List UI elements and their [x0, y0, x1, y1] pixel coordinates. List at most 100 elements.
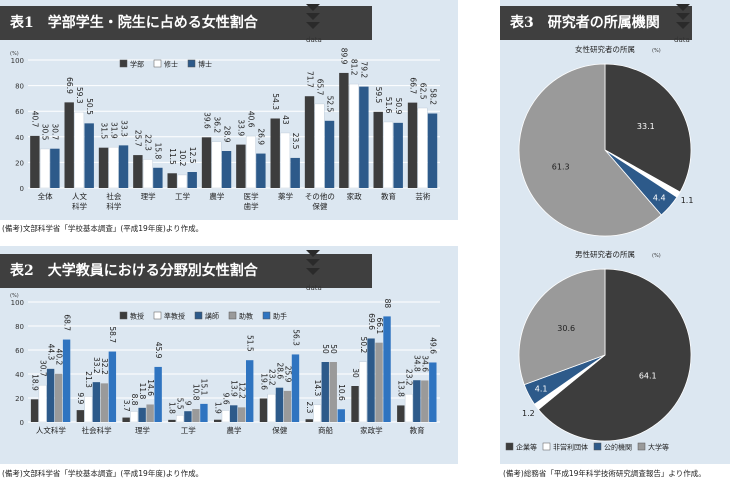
bar: [54, 373, 63, 422]
chart1-note: (備考)文部科学省「学校基本調査」(平成19年度)より作成。: [2, 224, 204, 233]
bar-value-label: 54.3: [271, 93, 280, 110]
bar-value-label: 10.2: [178, 150, 187, 167]
bar: [176, 415, 184, 423]
legend-label: 準教授: [164, 312, 185, 321]
bar: [64, 102, 74, 188]
x-tick-label: 教育: [381, 191, 396, 201]
x-tick-label: 教育: [410, 425, 425, 435]
pie-slice: [518, 63, 662, 237]
x-tick-label: 理学: [141, 191, 156, 201]
legend-swatch: [262, 311, 271, 320]
legend-label: 公的機関: [604, 443, 632, 452]
bar: [407, 102, 418, 188]
bar: [168, 419, 176, 422]
y-tick-label: 0: [20, 419, 24, 427]
chevron-down-icon: [306, 4, 320, 31]
x-tick-label: 家政学: [360, 425, 383, 435]
legend-swatch: [153, 59, 162, 68]
bar-value-label: 21.3: [84, 371, 93, 388]
bar-value-label: 50.9: [394, 98, 403, 115]
pie-value-label: 61.3: [552, 163, 570, 172]
bar: [324, 120, 335, 188]
legend-label: 学部: [130, 60, 144, 69]
x-tick-label: 保健: [312, 201, 327, 211]
bar-value-label: 52.5: [325, 96, 334, 113]
bar-value-label: 31.9: [109, 122, 118, 139]
chart3-note: (備考)総務省「平成19年科学技術研究調査報告」より作成。: [503, 469, 706, 478]
bar-value-label: 65.7: [315, 79, 324, 96]
pie-slice: [518, 268, 606, 386]
bar: [130, 411, 139, 423]
bar-value-label: 56.3: [291, 329, 300, 346]
bar: [383, 121, 394, 189]
bar: [192, 409, 200, 422]
pie-unit: (%): [652, 48, 661, 54]
bar-value-label: 30.5: [41, 124, 50, 141]
bar-value-label: 22.3: [144, 134, 153, 151]
chart2-title: 表2 大学教員における分野別女性割合: [10, 263, 258, 279]
legend-label: 助手: [273, 312, 287, 321]
bar: [259, 398, 268, 422]
bar: [291, 354, 300, 422]
bar: [74, 111, 85, 189]
legend-swatch: [542, 442, 551, 451]
bar: [167, 173, 177, 188]
bar: [397, 405, 405, 422]
bar: [304, 96, 315, 188]
bar-value-label: 36.2: [212, 116, 221, 133]
bar-value-label: 69.6: [367, 313, 376, 330]
bar: [230, 405, 238, 422]
legend-label: 企業等: [516, 443, 537, 452]
x-tick-label: 医学: [244, 191, 259, 201]
bar: [108, 146, 119, 189]
bar: [200, 403, 208, 422]
bar-value-label: 5.5: [176, 398, 185, 410]
bar: [417, 107, 428, 189]
bar-value-label: 15.1: [200, 379, 209, 396]
bar: [373, 111, 383, 188]
bar-value-label: 13.8: [397, 380, 406, 397]
bar-value-label: 9.9: [76, 392, 85, 404]
bar-value-label: 58.7: [108, 326, 117, 343]
x-tick-label: 農学: [209, 191, 224, 201]
bar: [393, 122, 403, 188]
bar-value-label: 51.5: [246, 335, 255, 352]
bar: [84, 396, 93, 423]
bar-value-label: 32.2: [100, 358, 109, 375]
x-tick-label: 保健: [272, 425, 287, 435]
bar-value-label: 34.8: [413, 355, 422, 372]
x-tick-label: 薬学: [278, 191, 293, 201]
bar: [329, 362, 337, 422]
x-tick-label: 社会科学: [82, 425, 112, 435]
bar: [100, 383, 109, 422]
y-tick-label: 40: [15, 371, 24, 379]
pie-value-label: 1.1: [681, 196, 694, 205]
x-tick-label: 全体: [38, 191, 53, 201]
chart1-svg: data (%) 0 20 40 60 80 100 学部 修士 博士 40.730.5 30.7 全体 6…: [10, 36, 440, 211]
bar-value-label: 9.6: [222, 393, 231, 405]
bar-value-label: 23.2: [267, 369, 276, 386]
bar-value-label: 15.8: [154, 143, 163, 160]
x-tick-label: 農学: [227, 425, 242, 435]
pie-unit: (%): [652, 253, 661, 259]
bar-value-label: 33.3: [119, 120, 128, 137]
bar: [256, 153, 266, 188]
bar-value-label: 81.2: [350, 59, 359, 76]
x-tick-label: 科学: [106, 201, 121, 211]
bar-value-label: 40.6: [247, 111, 256, 128]
pie-value-label: 64.1: [639, 371, 657, 380]
bar-value-label: 31.5: [99, 122, 108, 139]
bar-value-label: 14.3: [313, 380, 322, 397]
y-tick-label: 100: [11, 57, 24, 65]
y-tick-label: 40: [15, 134, 24, 142]
bar: [30, 135, 40, 188]
bar: [383, 316, 391, 422]
bar: [62, 339, 71, 422]
bar-value-label: 79.2: [360, 61, 369, 78]
legend-label: 非営利団体: [553, 443, 588, 452]
bar-value-label: 9: [184, 401, 193, 406]
x-tick-label: 工学: [181, 425, 196, 435]
bar: [321, 362, 329, 422]
legend-swatch: [194, 311, 203, 320]
bar: [359, 86, 369, 188]
